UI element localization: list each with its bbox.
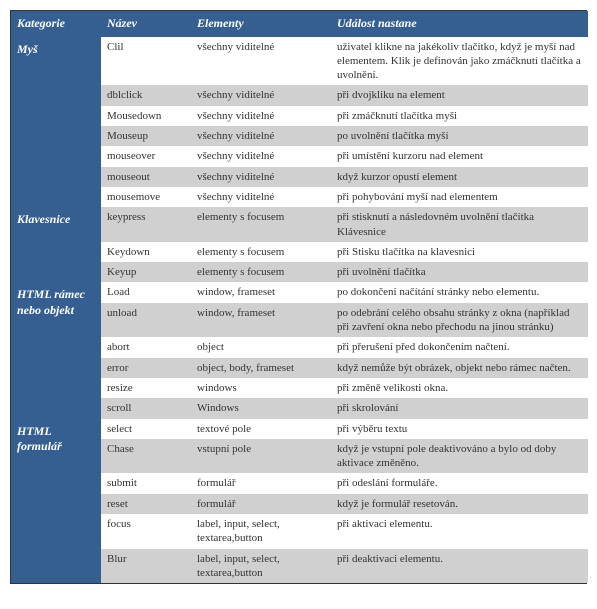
col-header-category: Kategorie <box>11 11 101 37</box>
event-name-cell: scroll <box>101 398 191 418</box>
table-row: MyšClilvšechny viditelnéuživatel klikne … <box>11 37 588 86</box>
event-desc-cell: uživatel klikne na jakékoliv tlačítko, k… <box>331 37 588 86</box>
event-name-cell: unload <box>101 303 191 338</box>
event-elements-cell: formulář <box>191 473 331 493</box>
table-row: HTML formulářselecttextové polepři výběr… <box>11 419 588 439</box>
event-desc-cell: když je vstupní pole deaktivováno a bylo… <box>331 439 588 474</box>
event-name-cell: Mouseup <box>101 126 191 146</box>
col-header-name: Název <box>101 11 191 37</box>
event-name-cell: Keydown <box>101 242 191 262</box>
event-elements-cell: všechny viditelné <box>191 167 331 187</box>
event-name-cell: dblclick <box>101 85 191 105</box>
event-desc-cell: při odeslání formuláře. <box>331 473 588 493</box>
event-elements-cell: object <box>191 337 331 357</box>
event-elements-cell: window, frameset <box>191 303 331 338</box>
event-name-cell: keypress <box>101 207 191 242</box>
event-elements-cell: Windows <box>191 398 331 418</box>
event-elements-cell: všechny viditelné <box>191 85 331 105</box>
event-elements-cell: label, input, select, textarea,button <box>191 514 331 549</box>
event-desc-cell: když nemůže být obrázek, objekt nebo rám… <box>331 358 588 378</box>
events-table-wrapper: KategorieNázevElementyUdálost nastaneMyš… <box>10 10 587 584</box>
event-elements-cell: všechny viditelné <box>191 37 331 86</box>
category-cell: HTML rámec nebo objekt <box>11 282 101 418</box>
event-name-cell: submit <box>101 473 191 493</box>
category-cell: HTML formulář <box>11 419 101 584</box>
event-elements-cell: windows <box>191 378 331 398</box>
event-elements-cell: všechny viditelné <box>191 126 331 146</box>
events-table: KategorieNázevElementyUdálost nastaneMyš… <box>11 11 588 583</box>
event-name-cell: error <box>101 358 191 378</box>
event-name-cell: abort <box>101 337 191 357</box>
event-desc-cell: při Stisku tlačítka na klavesnici <box>331 242 588 262</box>
event-desc-cell: při deaktivaci elementu. <box>331 549 588 584</box>
event-elements-cell: všechny viditelné <box>191 146 331 166</box>
event-elements-cell: elementy s focusem <box>191 262 331 282</box>
category-cell: Myš <box>11 37 101 208</box>
table-header-row: KategorieNázevElementyUdálost nastane <box>11 11 588 37</box>
event-name-cell: Load <box>101 282 191 302</box>
event-name-cell: Clil <box>101 37 191 86</box>
event-desc-cell: při dvojkliku na element <box>331 85 588 105</box>
event-elements-cell: všechny viditelné <box>191 106 331 126</box>
event-desc-cell: po uvolnění tlačítka myší <box>331 126 588 146</box>
event-elements-cell: všechny viditelné <box>191 187 331 207</box>
table-row: HTML rámec nebo objektLoadwindow, frames… <box>11 282 588 302</box>
event-elements-cell: elementy s focusem <box>191 207 331 242</box>
event-elements-cell: label, input, select, textarea,button <box>191 549 331 584</box>
event-elements-cell: elementy s focusem <box>191 242 331 262</box>
event-desc-cell: při stisknutí a následovném uvolnění tla… <box>331 207 588 242</box>
col-header-desc: Událost nastane <box>331 11 588 37</box>
event-desc-cell: při uvolnění tlačítka <box>331 262 588 282</box>
event-desc-cell: při výběru textu <box>331 419 588 439</box>
event-name-cell: select <box>101 419 191 439</box>
event-desc-cell: po dokončení načítání stránky nebo eleme… <box>331 282 588 302</box>
table-row: Klavesnicekeypresselementy s focusempři … <box>11 207 588 242</box>
event-desc-cell: po odebrání celého obsahu stránky z okna… <box>331 303 588 338</box>
event-name-cell: mouseover <box>101 146 191 166</box>
event-desc-cell: při přerušení před dokončením načtení. <box>331 337 588 357</box>
event-desc-cell: při skrolování <box>331 398 588 418</box>
category-cell: Klavesnice <box>11 207 101 282</box>
event-desc-cell: při umístění kurzoru nad element <box>331 146 588 166</box>
event-name-cell: Blur <box>101 549 191 584</box>
event-name-cell: mouseout <box>101 167 191 187</box>
event-desc-cell: při aktivaci elementu. <box>331 514 588 549</box>
event-desc-cell: když kurzor opustí element <box>331 167 588 187</box>
event-elements-cell: formulář <box>191 494 331 514</box>
event-name-cell: Mousedown <box>101 106 191 126</box>
event-name-cell: reset <box>101 494 191 514</box>
col-header-elements: Elementy <box>191 11 331 37</box>
event-elements-cell: vstupní pole <box>191 439 331 474</box>
event-name-cell: mousemove <box>101 187 191 207</box>
event-elements-cell: object, body, frameset <box>191 358 331 378</box>
event-desc-cell: když je formulář resetován. <box>331 494 588 514</box>
event-desc-cell: při zmáčknutí tlačítka myši <box>331 106 588 126</box>
event-elements-cell: textové pole <box>191 419 331 439</box>
event-name-cell: focus <box>101 514 191 549</box>
event-desc-cell: při pohybování myší nad elementem <box>331 187 588 207</box>
event-desc-cell: při změně velikosti okna. <box>331 378 588 398</box>
event-name-cell: Keyup <box>101 262 191 282</box>
event-elements-cell: window, frameset <box>191 282 331 302</box>
event-name-cell: resize <box>101 378 191 398</box>
event-name-cell: Chase <box>101 439 191 474</box>
